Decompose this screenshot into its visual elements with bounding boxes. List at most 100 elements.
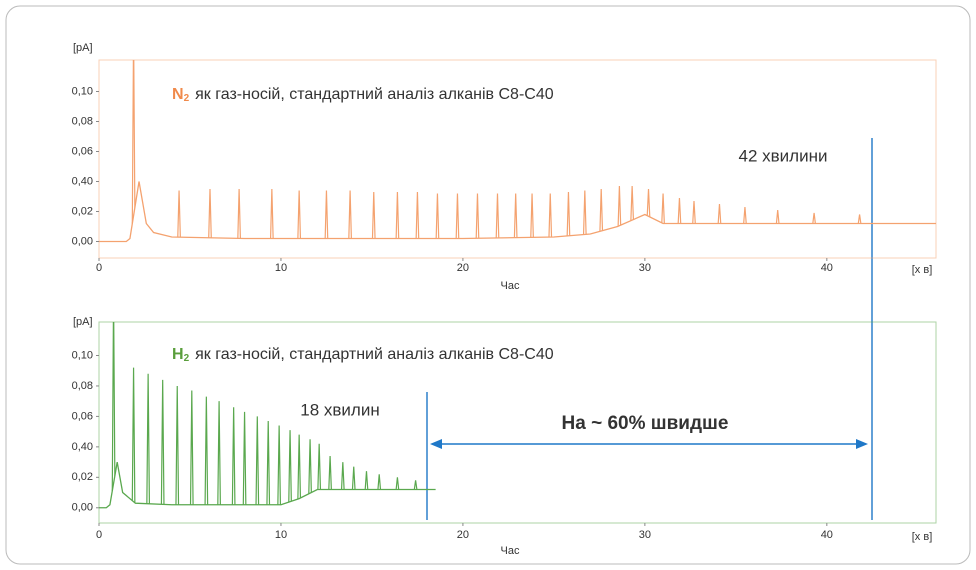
y-tick-label: 0,00 (72, 235, 93, 247)
peak (599, 188, 604, 232)
y-unit: [pA] (73, 316, 93, 328)
frame (5, 5, 971, 565)
peak (317, 443, 322, 490)
x-tick-label: 40 (821, 262, 833, 274)
peak (530, 193, 534, 238)
peak (308, 439, 312, 494)
peak (513, 193, 518, 238)
trace (99, 60, 936, 243)
peak (548, 193, 553, 238)
peak (131, 60, 136, 224)
peak (277, 425, 282, 505)
y-tick-label: 0,40 (72, 175, 93, 187)
peak (231, 407, 236, 505)
x-tick-label: 40 (821, 529, 833, 541)
peak (208, 188, 212, 238)
peak (646, 188, 651, 217)
peak (237, 188, 241, 239)
y-tick-label: 0,40 (72, 441, 93, 453)
baseline (99, 461, 436, 509)
carrier-gas: H (172, 346, 184, 363)
peak (775, 209, 780, 224)
peak (160, 379, 165, 505)
x-tick-label: 10 (275, 529, 287, 541)
peak (661, 193, 665, 224)
carrier-gas-sub: 2 (184, 353, 190, 364)
peak (131, 367, 136, 503)
y-tick-label: 0,06 (72, 145, 93, 157)
peak (297, 190, 302, 239)
title-text: як газ-носій, стандартний аналіз алканів… (195, 86, 554, 103)
y-tick-label: 0,08 (72, 380, 93, 392)
x-unit: [х в] (912, 264, 933, 276)
y-tick-label: 0,06 (72, 410, 93, 422)
annotation: 42 хвилини (739, 146, 828, 165)
peak (328, 455, 332, 490)
peak (255, 416, 260, 505)
x-tick-label: 20 (457, 262, 469, 274)
comparison: На ~ 60% швидше (562, 413, 729, 434)
annotation: 18 хвилин (300, 400, 379, 419)
peak (692, 200, 696, 224)
y-tick-label: 0,10 (72, 349, 93, 361)
peak (495, 193, 500, 238)
y-tick-label: 0,08 (72, 115, 93, 127)
peak (415, 191, 420, 239)
peak (566, 191, 571, 236)
peak (146, 373, 151, 504)
peak (175, 385, 180, 505)
x-tick-label: 0 (96, 262, 102, 274)
plot-area (98, 321, 937, 524)
peak (266, 420, 271, 505)
peak (617, 185, 622, 227)
x-label: Час (501, 545, 520, 557)
peak (582, 190, 587, 235)
peak (364, 471, 369, 490)
peak (324, 190, 329, 239)
peak (395, 477, 400, 490)
peak (204, 396, 209, 505)
peak (455, 193, 460, 239)
x-tick-label: 10 (275, 262, 287, 274)
peak (395, 191, 400, 239)
peak (340, 462, 345, 490)
peak (812, 212, 816, 224)
y-tick-label: 0,02 (72, 205, 93, 217)
peak (189, 390, 194, 505)
carrier-gas-sub: 2 (184, 93, 190, 104)
peak (857, 214, 862, 224)
peak (413, 480, 418, 490)
x-label: Час (501, 280, 520, 292)
peak (435, 193, 440, 239)
x-tick-label: 20 (457, 529, 469, 541)
chart-title: N2 як газ-носій, стандартний аналіз алкан… (172, 86, 554, 103)
x-tick-label: 0 (96, 529, 102, 541)
peak (377, 474, 382, 490)
peak (242, 411, 247, 505)
baseline (99, 181, 936, 243)
peak (177, 190, 181, 238)
title-text: як газ-носій, стандартний аналіз алканів… (195, 346, 554, 363)
carrier-gas: N (172, 86, 184, 103)
y-tick-label: 0,02 (72, 471, 93, 483)
trace (99, 322, 436, 509)
peak (348, 190, 352, 239)
peak (111, 322, 116, 491)
peak (743, 206, 747, 224)
peak (351, 466, 356, 490)
chart-title: H2 як газ-носій, стандартний аналіз алкан… (172, 346, 554, 363)
x-unit: [х в] (912, 531, 933, 543)
peak (269, 188, 274, 239)
x-tick-label: 30 (639, 262, 651, 274)
y-tick-label: 0,00 (72, 502, 93, 514)
peak (371, 191, 376, 239)
y-unit: [pA] (73, 42, 93, 54)
peak (677, 197, 682, 224)
peak (288, 430, 292, 503)
peak (475, 193, 480, 239)
y-tick-label: 0,10 (72, 85, 93, 97)
peak (717, 203, 722, 224)
x-tick-label: 30 (639, 529, 651, 541)
plot-area (98, 59, 937, 259)
